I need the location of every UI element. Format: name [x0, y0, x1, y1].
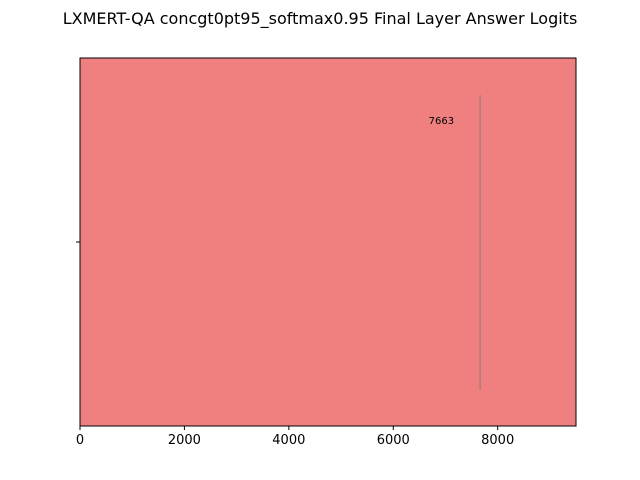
x-tick-label: 4000: [272, 433, 305, 448]
x-tick-label: 8000: [481, 433, 514, 448]
x-tick-label: 0: [76, 433, 84, 448]
bar: [80, 58, 576, 426]
plot-area: 7663 0 2000 4000 6000 8000: [76, 57, 577, 448]
x-tick-label: 6000: [377, 433, 410, 448]
chart-title: LXMERT-QA concgt0pt95_softmax0.95 Final …: [63, 9, 578, 29]
marker-label: 7663: [429, 116, 454, 127]
x-tick-label: 2000: [168, 433, 201, 448]
